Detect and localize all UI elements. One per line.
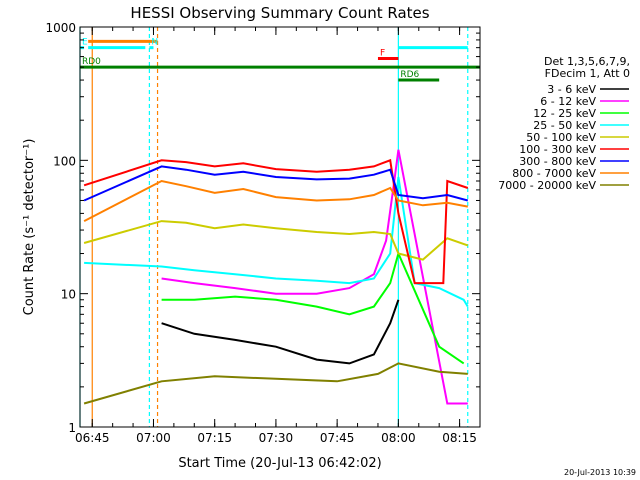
series-line-25-50-kev [84, 176, 469, 308]
legend-label-3-6-kev: 3 - 6 keV [547, 83, 596, 96]
x-axis-label: Start Time (20-Jul-13 06:42:02) [178, 456, 381, 471]
series-line-7000-20000-kev [83, 362, 468, 405]
plot-frame [79, 26, 481, 428]
series-line-300-800-kev [83, 165, 469, 202]
legend-label-6-12-kev: 6 - 12 keV [540, 95, 596, 108]
series-line-50-100-kev [83, 220, 469, 261]
flag-label-rd6: RD6 [400, 70, 419, 80]
series-line-6-12-kev [161, 149, 468, 405]
flag-label-e: E [82, 38, 88, 48]
legend-label-12-25-kev: 12 - 25 keV [533, 107, 596, 120]
y-tick-label-10: 10 [61, 288, 76, 302]
x-tick-label-06-45: 06:45 [75, 431, 110, 445]
plot-area: E N F RD0 RD6 [79, 27, 480, 427]
series-line-100-300-kev [83, 158, 469, 285]
legend-label-100-300-kev: 100 - 300 keV [519, 143, 596, 156]
y-tick-label-1000: 1000 [45, 21, 76, 35]
y-tick-label-100: 100 [53, 154, 76, 168]
x-tick-label-08-00: 08:00 [381, 431, 416, 445]
flag-label-f: F [380, 49, 385, 59]
y-axis-label: Count Rate (s⁻¹ detector⁻¹) [22, 139, 37, 316]
y-tick-label-1: 1 [68, 421, 76, 435]
footer-timestamp: 20-Jul-2013 10:39 [564, 468, 636, 477]
x-tick-label-07-00: 07:00 [136, 431, 171, 445]
x-tick-label-07-15: 07:15 [197, 431, 232, 445]
x-tick-label-07-45: 07:45 [320, 431, 355, 445]
legend-label-25-50-kev: 25 - 50 keV [533, 119, 596, 132]
series-line-800-7000-kev [83, 179, 468, 222]
x-tick-label-07-30: 07:30 [259, 431, 294, 445]
legend-label-300-800-kev: 300 - 800 keV [519, 155, 596, 168]
legend-label-800-7000-kev: 800 - 7000 keV [512, 167, 596, 180]
legend: Det 1,3,5,6,7,9,FDecim 1, Att 0 3 - 6 keV… [498, 55, 630, 192]
chart-title: HESSI Observing Summary Count Rates [130, 4, 429, 22]
legend-header-0: Det 1,3,5,6,7,9, [544, 55, 630, 68]
flag-label-n: N [151, 38, 158, 48]
legend-label-7000-20000-kev: 7000 - 20000 keV [498, 179, 596, 192]
series-line-12-25-kev [161, 250, 465, 365]
flag-label-rd0: RD0 [82, 57, 101, 67]
legend-header-1: FDecim 1, Att 0 [545, 67, 630, 80]
legend-label-50-100-kev: 50 - 100 keV [526, 131, 596, 144]
x-tick-label-08-15: 08:15 [442, 431, 477, 445]
series-line-3-6-kev [161, 299, 400, 365]
